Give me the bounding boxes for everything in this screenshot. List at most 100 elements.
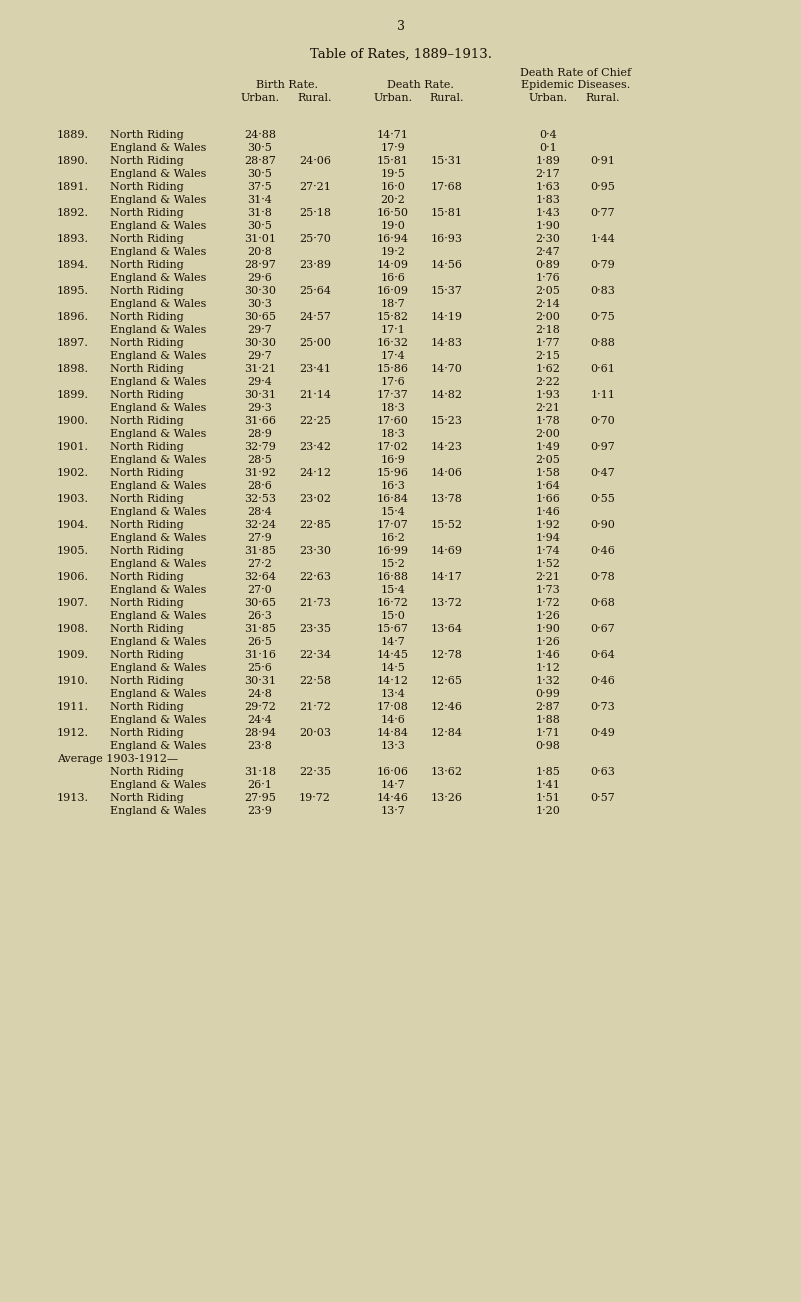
- Text: 1·78: 1·78: [536, 417, 561, 426]
- Text: 22·63: 22·63: [299, 572, 331, 582]
- Text: 0·83: 0·83: [590, 286, 615, 296]
- Text: 15·82: 15·82: [377, 312, 409, 322]
- Text: 31·21: 31·21: [244, 365, 276, 374]
- Text: 14·5: 14·5: [380, 663, 405, 673]
- Text: 14·7: 14·7: [380, 637, 405, 647]
- Text: 0·89: 0·89: [536, 260, 561, 270]
- Text: 27·0: 27·0: [248, 585, 272, 595]
- Text: 16·50: 16·50: [377, 208, 409, 217]
- Text: 17·37: 17·37: [377, 391, 409, 400]
- Text: 22·35: 22·35: [299, 767, 331, 777]
- Text: 19·2: 19·2: [380, 247, 405, 256]
- Text: 16·6: 16·6: [380, 273, 405, 283]
- Text: 23·89: 23·89: [299, 260, 331, 270]
- Text: 28·97: 28·97: [244, 260, 276, 270]
- Text: 23·42: 23·42: [299, 441, 331, 452]
- Text: 1890.: 1890.: [57, 156, 89, 165]
- Text: 15·81: 15·81: [377, 156, 409, 165]
- Text: 16·88: 16·88: [377, 572, 409, 582]
- Text: 17·6: 17·6: [380, 378, 405, 387]
- Text: England & Wales: England & Wales: [110, 533, 207, 543]
- Text: 0·88: 0·88: [590, 339, 615, 348]
- Text: England & Wales: England & Wales: [110, 689, 207, 699]
- Text: 29·72: 29·72: [244, 702, 276, 712]
- Text: 1·88: 1·88: [536, 715, 561, 725]
- Text: North Riding: North Riding: [110, 156, 183, 165]
- Text: 1·44: 1·44: [590, 234, 615, 243]
- Text: 14·84: 14·84: [377, 728, 409, 738]
- Text: 1900.: 1900.: [57, 417, 89, 426]
- Text: North Riding: North Riding: [110, 441, 183, 452]
- Text: 13·7: 13·7: [380, 806, 405, 816]
- Text: 29·7: 29·7: [248, 352, 272, 361]
- Text: 14·45: 14·45: [377, 650, 409, 660]
- Text: 31·92: 31·92: [244, 467, 276, 478]
- Text: 14·06: 14·06: [431, 467, 463, 478]
- Text: 2·15: 2·15: [536, 352, 561, 361]
- Text: 30·5: 30·5: [248, 143, 272, 154]
- Text: England & Wales: England & Wales: [110, 352, 207, 361]
- Text: 1·26: 1·26: [536, 611, 561, 621]
- Text: 14·82: 14·82: [431, 391, 463, 400]
- Text: 1905.: 1905.: [57, 546, 89, 556]
- Text: North Riding: North Riding: [110, 598, 183, 608]
- Text: 17·08: 17·08: [377, 702, 409, 712]
- Text: 1·64: 1·64: [536, 480, 561, 491]
- Text: 0·68: 0·68: [590, 598, 615, 608]
- Text: 17·02: 17·02: [377, 441, 409, 452]
- Text: 0·1: 0·1: [539, 143, 557, 154]
- Text: England & Wales: England & Wales: [110, 404, 207, 413]
- Text: 17·1: 17·1: [380, 326, 405, 335]
- Text: 14·71: 14·71: [377, 130, 409, 141]
- Text: 27·95: 27·95: [244, 793, 276, 803]
- Text: 32·24: 32·24: [244, 519, 276, 530]
- Text: 23·9: 23·9: [248, 806, 272, 816]
- Text: 28·6: 28·6: [248, 480, 272, 491]
- Text: 30·65: 30·65: [244, 598, 276, 608]
- Text: 24·88: 24·88: [244, 130, 276, 141]
- Text: 24·57: 24·57: [299, 312, 331, 322]
- Text: 15·2: 15·2: [380, 559, 405, 569]
- Text: England & Wales: England & Wales: [110, 780, 207, 790]
- Text: 3: 3: [397, 20, 405, 33]
- Text: 1894.: 1894.: [57, 260, 89, 270]
- Text: 25·64: 25·64: [299, 286, 331, 296]
- Text: 21·72: 21·72: [299, 702, 331, 712]
- Text: 20·03: 20·03: [299, 728, 331, 738]
- Text: 14·12: 14·12: [377, 676, 409, 686]
- Text: 1·74: 1·74: [536, 546, 561, 556]
- Text: 1·72: 1·72: [536, 598, 561, 608]
- Text: England & Wales: England & Wales: [110, 299, 207, 309]
- Text: England & Wales: England & Wales: [110, 247, 207, 256]
- Text: 19·0: 19·0: [380, 221, 405, 230]
- Text: 15·86: 15·86: [377, 365, 409, 374]
- Text: 2·30: 2·30: [536, 234, 561, 243]
- Text: North Riding: North Riding: [110, 793, 183, 803]
- Text: 27·2: 27·2: [248, 559, 272, 569]
- Text: 31·01: 31·01: [244, 234, 276, 243]
- Text: 0·91: 0·91: [590, 156, 615, 165]
- Text: 28·87: 28·87: [244, 156, 276, 165]
- Text: 1902.: 1902.: [57, 467, 89, 478]
- Text: 31·8: 31·8: [248, 208, 272, 217]
- Text: 1·11: 1·11: [590, 391, 615, 400]
- Text: 0·55: 0·55: [590, 493, 615, 504]
- Text: 1895.: 1895.: [57, 286, 89, 296]
- Text: 18·7: 18·7: [380, 299, 405, 309]
- Text: 1·58: 1·58: [536, 467, 561, 478]
- Text: 16·32: 16·32: [377, 339, 409, 348]
- Text: 14·23: 14·23: [431, 441, 463, 452]
- Text: 1909.: 1909.: [57, 650, 89, 660]
- Text: 25·18: 25·18: [299, 208, 331, 217]
- Text: 19·72: 19·72: [299, 793, 331, 803]
- Text: 22·85: 22·85: [299, 519, 331, 530]
- Text: 31·85: 31·85: [244, 546, 276, 556]
- Text: Epidemic Diseases.: Epidemic Diseases.: [521, 79, 630, 90]
- Text: 1911.: 1911.: [57, 702, 89, 712]
- Text: 25·6: 25·6: [248, 663, 272, 673]
- Text: 31·4: 31·4: [248, 195, 272, 204]
- Text: 14·19: 14·19: [431, 312, 463, 322]
- Text: North Riding: North Riding: [110, 391, 183, 400]
- Text: North Riding: North Riding: [110, 767, 183, 777]
- Text: Death Rate of Chief: Death Rate of Chief: [520, 68, 631, 78]
